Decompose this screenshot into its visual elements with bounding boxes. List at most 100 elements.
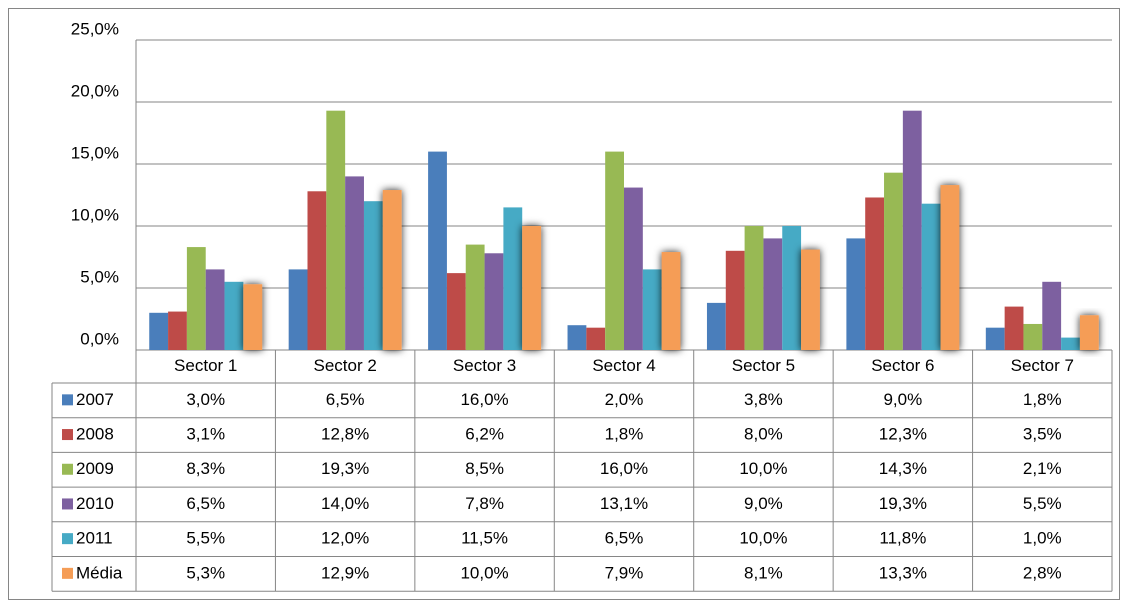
table-cell: 5,3% [186, 563, 225, 582]
x-tick-label: Sector 4 [592, 356, 655, 375]
legend-key [62, 567, 73, 579]
bar [307, 191, 327, 350]
bar [763, 238, 783, 350]
x-tick-label: Sector 1 [174, 356, 237, 375]
legend-label: 2007 [76, 390, 114, 409]
bar [326, 110, 346, 351]
table-cell: 6,5% [326, 390, 365, 409]
bar [503, 207, 523, 350]
table-cell: 14,3% [879, 459, 927, 478]
y-tick-label: 5,0% [80, 267, 119, 286]
bar [522, 226, 542, 350]
table-cell: 10,0% [739, 529, 787, 548]
bar [288, 269, 308, 350]
table-cell: 3,5% [1023, 425, 1062, 444]
x-tick-label: Sector 7 [1011, 356, 1074, 375]
y-tick-label: 10,0% [71, 205, 119, 224]
legend-key [62, 498, 73, 510]
bar [884, 172, 903, 350]
table-cell: 13,1% [600, 494, 648, 513]
x-tick-label: Sector 6 [871, 356, 934, 375]
table-cell: 5,5% [186, 529, 225, 548]
table-cell: 7,9% [605, 563, 644, 582]
table-cell: 10,0% [460, 563, 508, 582]
table-cell: 11,5% [461, 529, 508, 548]
table-cell: 3,1% [186, 425, 225, 444]
bar [940, 185, 960, 350]
bar [744, 226, 764, 350]
bar [168, 311, 187, 350]
table-cell: 8,3% [186, 459, 225, 478]
bar [624, 187, 643, 350]
bar [921, 203, 941, 350]
bar [661, 252, 681, 350]
legend-key [62, 429, 73, 441]
bar [446, 273, 466, 350]
bar [243, 284, 263, 350]
bar [1061, 337, 1080, 350]
table-cell: 2,0% [605, 390, 644, 409]
bar [725, 250, 745, 350]
table-cell: 13,3% [879, 563, 927, 582]
bar [484, 253, 504, 350]
bar [205, 269, 225, 350]
bar [428, 151, 447, 350]
x-tick-label: Sector 5 [732, 356, 795, 375]
table-cell: 9,0% [883, 390, 922, 409]
legend-label: 2008 [76, 425, 114, 444]
bar [224, 281, 244, 350]
bar [782, 226, 802, 350]
bar [149, 312, 169, 350]
table-cell: 16,0% [460, 390, 508, 409]
table-cell: 7,8% [465, 494, 504, 513]
legend-label: 2009 [76, 459, 114, 478]
legend-label: Média [76, 563, 123, 582]
legend-label: 2011 [76, 529, 113, 548]
table-cell: 12,0% [321, 529, 369, 548]
bar [1004, 306, 1024, 350]
table-cell: 3,0% [186, 390, 225, 409]
bar [382, 190, 402, 350]
legend-key [62, 463, 73, 475]
bar [846, 238, 866, 350]
legend-key [62, 533, 73, 545]
x-tick-label: Sector 2 [313, 356, 376, 375]
bar [706, 302, 726, 350]
table-cell: 19,3% [879, 494, 927, 513]
table-cell: 1,0% [1023, 529, 1062, 548]
legend-key [62, 394, 73, 406]
table-cell: 6,5% [605, 529, 644, 548]
bar [865, 197, 885, 350]
bar [801, 249, 820, 350]
y-tick-label: 0,0% [80, 329, 119, 348]
table-cell: 16,0% [600, 459, 648, 478]
table-cell: 9,0% [744, 494, 783, 513]
bar [1042, 281, 1062, 350]
y-tick-label: 20,0% [71, 81, 119, 100]
bar [642, 269, 662, 350]
table-cell: 8,5% [465, 459, 504, 478]
bar [186, 247, 206, 350]
bar [586, 327, 606, 350]
table-cell: 11,8% [879, 529, 926, 548]
table-cell: 12,3% [879, 425, 927, 444]
bar [1079, 315, 1099, 350]
bar [985, 327, 1005, 350]
bar [605, 151, 624, 350]
bar [363, 201, 383, 350]
table-cell: 10,0% [739, 459, 787, 478]
bar [567, 325, 587, 350]
bar [1023, 323, 1043, 350]
x-tick-label: Sector 3 [453, 356, 516, 375]
table-cell: 2,8% [1023, 563, 1062, 582]
table-cell: 1,8% [1023, 390, 1062, 409]
y-tick-label: 15,0% [71, 143, 119, 162]
bar [902, 110, 922, 351]
table-cell: 12,9% [321, 563, 369, 582]
table-cell: 12,8% [321, 425, 369, 444]
table-cell: 3,8% [744, 390, 783, 409]
table-cell: 1,8% [605, 425, 644, 444]
table-cell: 5,5% [1023, 494, 1062, 513]
table-cell: 19,3% [321, 459, 369, 478]
